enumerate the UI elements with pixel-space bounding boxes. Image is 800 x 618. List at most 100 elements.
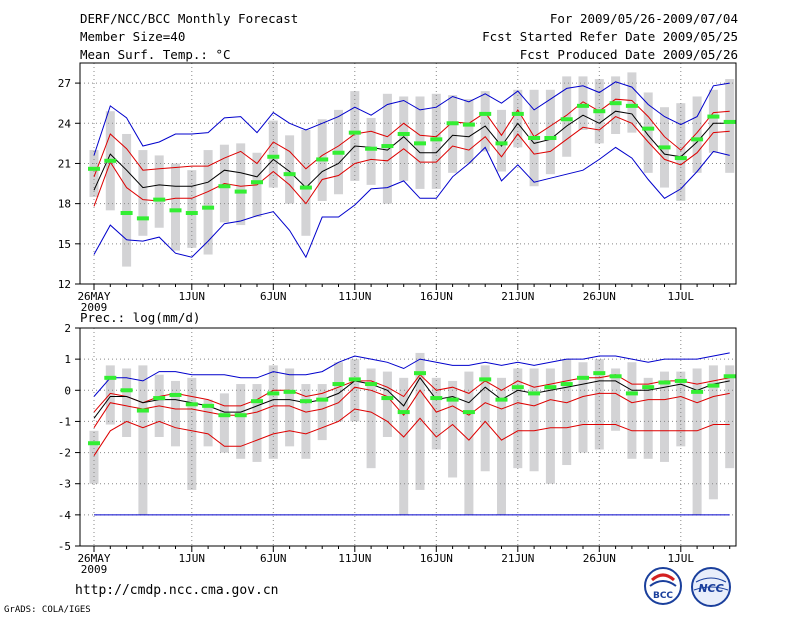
prec-box: [497, 377, 506, 515]
prec-median-mark: [120, 388, 133, 393]
temp-median-mark: [267, 154, 280, 159]
temp-median-mark: [218, 184, 231, 189]
temp-median-mark: [348, 130, 361, 135]
prec-ytick-label: 0: [64, 384, 71, 397]
prec-box: [122, 368, 132, 437]
prec-median-mark: [625, 391, 638, 396]
prec-box: [366, 368, 376, 469]
prec-ytick-label: -2: [58, 447, 71, 460]
temp-box: [203, 150, 213, 255]
prec-median-mark: [446, 397, 459, 402]
temp-median-mark: [544, 136, 557, 141]
temp-median-mark: [560, 117, 573, 122]
prec-median-mark: [202, 403, 215, 408]
temp-median-mark: [691, 137, 704, 142]
prec-median-mark: [381, 396, 394, 401]
ncc-logo-icon: NCC: [691, 567, 731, 607]
prec-box: [431, 377, 441, 450]
temp-xtick-label: 26MAY: [77, 290, 110, 303]
prec-median-mark: [234, 413, 247, 418]
refer-date-label: Fcst Started Refer Date 2009/05/25: [482, 29, 738, 44]
temp-line-mean: [93, 110, 730, 191]
temp-box: [268, 120, 278, 188]
temp-box: [285, 135, 295, 204]
temp-median-mark: [234, 189, 247, 194]
prec-median-mark: [707, 383, 720, 388]
prec-box: [627, 362, 637, 459]
temp-median-mark: [169, 208, 182, 213]
temp-line-upper: [93, 98, 730, 177]
temp-median-mark: [511, 111, 524, 116]
prec-panel: -5 -4 -3 -2 -1 0 1 2 26MAY 1JUN 6JUN 11JUN 16JUN 21JU…: [58, 322, 737, 576]
temp-box: [89, 150, 99, 197]
temp-line-max: [93, 146, 730, 259]
ncc-logo-text: NCC: [698, 582, 723, 595]
temp-median-mark: [658, 145, 671, 150]
grads-credit: GrADS: COLA/IGES: [4, 605, 91, 615]
temp-box: [578, 76, 588, 130]
temp-median-mark: [136, 216, 149, 221]
prec-line-min: [93, 408, 730, 456]
prec-box: [578, 362, 588, 453]
prec-median-mark: [674, 378, 687, 383]
prec-median-mark: [593, 371, 606, 376]
prec-median-mark: [609, 374, 622, 379]
prec-xtick-label: 6JUN: [260, 552, 287, 565]
temp-box: [627, 72, 637, 133]
prec-box: [171, 380, 180, 447]
prec-median-mark: [691, 389, 704, 394]
temp-median-mark: [365, 146, 378, 151]
prec-xtick-label: 21JUN: [501, 552, 534, 565]
temp-ytick-label: 18: [58, 198, 71, 211]
prec-median-mark: [332, 382, 345, 387]
prec-xtick-label: 11JUN: [338, 552, 371, 565]
temp-median-mark: [332, 150, 345, 155]
prec-median-mark: [251, 399, 263, 404]
prec-median-mark: [462, 410, 475, 415]
temp-xtick-label: 21JUN: [501, 290, 534, 303]
prec-median-mark: [544, 385, 557, 390]
temp-xtick-label: 1JUL: [668, 290, 695, 303]
temp-xtick-label: 16JUN: [420, 290, 453, 303]
prec-xtick-label: 16JUN: [420, 552, 453, 565]
temp-median-mark: [462, 122, 475, 127]
prec-median-mark: [642, 385, 655, 390]
temp-ytick-label: 12: [58, 278, 71, 291]
prec-ytick-label: 2: [64, 322, 71, 335]
prec-median-mark: [528, 391, 541, 396]
temp-panel: 12 15 18 21 24 27 26MAY 1JUN 6JUN 11JUN 16JUN 21JUN…: [58, 62, 737, 314]
prec-xtick-label: 26MAY: [77, 552, 110, 565]
prec-box: [513, 368, 523, 469]
prec-median-mark: [577, 375, 589, 380]
variable-label: Mean Surf. Temp.: °C: [80, 47, 231, 62]
prec-median-mark: [414, 371, 426, 376]
temp-median-mark: [251, 180, 263, 185]
prec-line-upper: [93, 373, 730, 413]
prec-box: [350, 359, 360, 422]
prec-box: [529, 368, 539, 472]
prec-box: [660, 371, 669, 462]
prec-box: [448, 380, 458, 478]
prec-box: [301, 384, 311, 459]
temp-box: [301, 129, 311, 236]
prec-median-mark: [397, 410, 410, 415]
temp-box: [562, 76, 572, 157]
temp-median-mark: [723, 119, 736, 124]
prec-median-mark: [283, 389, 296, 394]
temp-frame: [79, 62, 737, 285]
prec-median-mark: [169, 392, 182, 397]
prec-median-mark: [560, 382, 573, 387]
prec-median-mark: [348, 377, 361, 382]
temp-median-mark: [283, 172, 296, 177]
prec-box: [89, 430, 99, 484]
forecast-period: For 2009/05/26-2009/07/04: [549, 11, 738, 26]
prec-median-mark: [511, 385, 524, 390]
temp-box: [513, 89, 523, 148]
temp-median-mark: [446, 121, 459, 126]
temp-box: [676, 103, 686, 201]
prec-box: [252, 384, 262, 462]
prec-box: [692, 368, 702, 515]
temp-box: [138, 150, 148, 236]
prec-median-mark: [218, 413, 231, 418]
footer-url[interactable]: http://cmdp.ncc.cma.gov.cn: [75, 583, 279, 598]
